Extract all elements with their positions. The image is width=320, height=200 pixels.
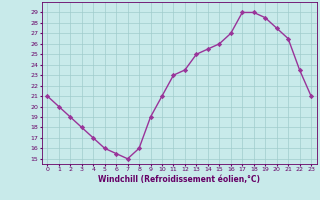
- X-axis label: Windchill (Refroidissement éolien,°C): Windchill (Refroidissement éolien,°C): [98, 175, 260, 184]
